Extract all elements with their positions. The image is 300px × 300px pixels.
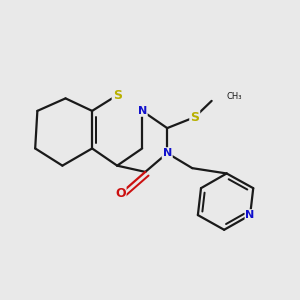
Text: N: N — [163, 148, 172, 158]
Text: N: N — [245, 210, 255, 220]
Text: S: S — [112, 89, 122, 102]
Text: S: S — [190, 111, 199, 124]
Text: N: N — [138, 106, 147, 116]
Text: CH₃: CH₃ — [226, 92, 242, 101]
Text: O: O — [115, 187, 126, 200]
